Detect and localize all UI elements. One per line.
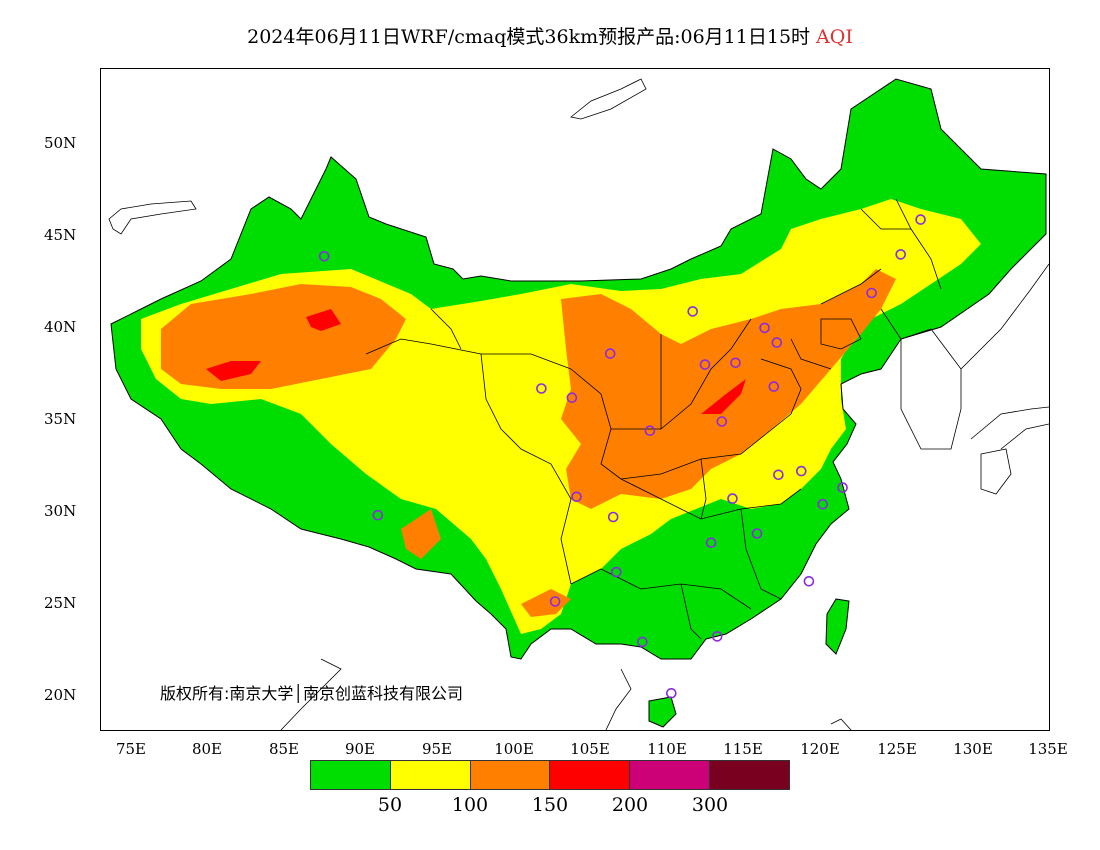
color-legend bbox=[310, 760, 790, 790]
lon-label-80e: 80E bbox=[191, 740, 223, 758]
station-marker bbox=[644, 425, 656, 437]
lat-label-20n: 20N bbox=[44, 686, 77, 704]
station-marker bbox=[817, 498, 829, 510]
station-marker bbox=[610, 566, 622, 578]
station-marker bbox=[727, 493, 738, 504]
title-variable: AQI bbox=[816, 26, 853, 48]
hainan-island bbox=[648, 696, 677, 728]
legend-tick-150: 150 bbox=[531, 794, 569, 816]
station-marker bbox=[759, 322, 770, 334]
station-marker bbox=[768, 381, 780, 392]
station-marker bbox=[665, 687, 677, 699]
lat-label-45n: 45N bbox=[44, 226, 77, 244]
copyright-notice: 版权所有:南京大学│南京创蓝科技有限公司 bbox=[160, 684, 464, 703]
lat-label-40n: 40N bbox=[44, 318, 77, 336]
legend-swatch-very-unhealthy bbox=[630, 761, 711, 789]
aqi-zone-unhealthy-tibet bbox=[401, 509, 441, 559]
station-marker bbox=[604, 348, 616, 359]
lon-label-120e: 120E bbox=[800, 740, 840, 758]
station-marker bbox=[716, 416, 728, 427]
station-marker bbox=[566, 392, 578, 404]
station-marker bbox=[895, 249, 907, 260]
lon-label-125e: 125E bbox=[877, 740, 917, 758]
lat-label-25n: 25N bbox=[44, 594, 77, 612]
station-marker bbox=[711, 631, 723, 642]
aqi-zone-unhealthy-yunnan bbox=[521, 589, 571, 617]
taiwan-island bbox=[825, 598, 850, 655]
legend-swatch-unhealthy bbox=[550, 761, 631, 789]
station-marker bbox=[837, 482, 848, 493]
lon-label-100e: 100E bbox=[494, 740, 534, 758]
legend-tick-100: 100 bbox=[451, 794, 489, 816]
station-marker bbox=[866, 287, 877, 299]
lon-label-90e: 90E bbox=[344, 740, 376, 758]
province-borders bbox=[365, 198, 942, 640]
station-marker bbox=[549, 596, 561, 607]
station-marker bbox=[607, 511, 619, 523]
station-marker bbox=[536, 383, 547, 394]
lat-label-35n: 35N bbox=[44, 410, 77, 428]
lon-label-105e: 105E bbox=[570, 740, 610, 758]
lon-label-110e: 110E bbox=[647, 740, 687, 758]
legend-tick-50: 50 bbox=[377, 794, 403, 816]
neighbor-coastlines bbox=[108, 78, 1049, 730]
station-marker bbox=[687, 306, 699, 317]
station-marker bbox=[730, 357, 741, 369]
station-marker bbox=[751, 528, 763, 539]
station-marker bbox=[773, 469, 784, 481]
lon-label-85e: 85E bbox=[268, 740, 300, 758]
aqi-zone-unhealthy-west bbox=[161, 284, 406, 389]
map-title: 2024年06月11日WRF/cmaq模式36km预报产品:06月11日15时 A… bbox=[0, 22, 1100, 49]
lat-label-30n: 30N bbox=[44, 502, 77, 520]
station-marker bbox=[771, 337, 783, 348]
lon-label-130e: 130E bbox=[953, 740, 993, 758]
station-marker bbox=[705, 537, 717, 549]
legend-tick-300: 300 bbox=[691, 794, 729, 816]
aqi-zone-red-3 bbox=[701, 379, 746, 414]
station-marker bbox=[636, 636, 648, 648]
aqi-zone-unhealthy-east bbox=[561, 269, 896, 509]
station-marker bbox=[571, 491, 582, 503]
title-main: 2024年06月11日WRF/cmaq模式36km预报产品:06月11日15时 bbox=[247, 26, 811, 48]
lat-label-50n: 50N bbox=[44, 134, 77, 152]
station-marker bbox=[803, 575, 815, 587]
lon-label-135e: 135E bbox=[1028, 740, 1068, 758]
station-marker bbox=[318, 251, 330, 262]
legend-swatch-sensitive bbox=[470, 761, 551, 789]
monitoring-stations bbox=[318, 214, 926, 699]
lon-label-95e: 95E bbox=[421, 740, 453, 758]
legend-swatch-moderate bbox=[390, 761, 471, 789]
map-frame bbox=[100, 68, 1050, 731]
station-marker bbox=[795, 465, 807, 477]
legend-swatch-hazardous bbox=[710, 761, 789, 789]
china-border bbox=[110, 78, 1047, 660]
lon-label-75e: 75E bbox=[115, 740, 147, 758]
station-marker bbox=[699, 359, 711, 370]
aqi-map bbox=[108, 78, 1049, 730]
station-marker bbox=[372, 509, 384, 521]
legend-tick-200: 200 bbox=[611, 794, 649, 816]
station-marker bbox=[915, 214, 926, 225]
aqi-zone-red-1 bbox=[206, 361, 261, 381]
lon-label-115e: 115E bbox=[723, 740, 763, 758]
legend-swatch-good bbox=[311, 761, 391, 789]
aqi-zone-red-2 bbox=[306, 309, 341, 331]
